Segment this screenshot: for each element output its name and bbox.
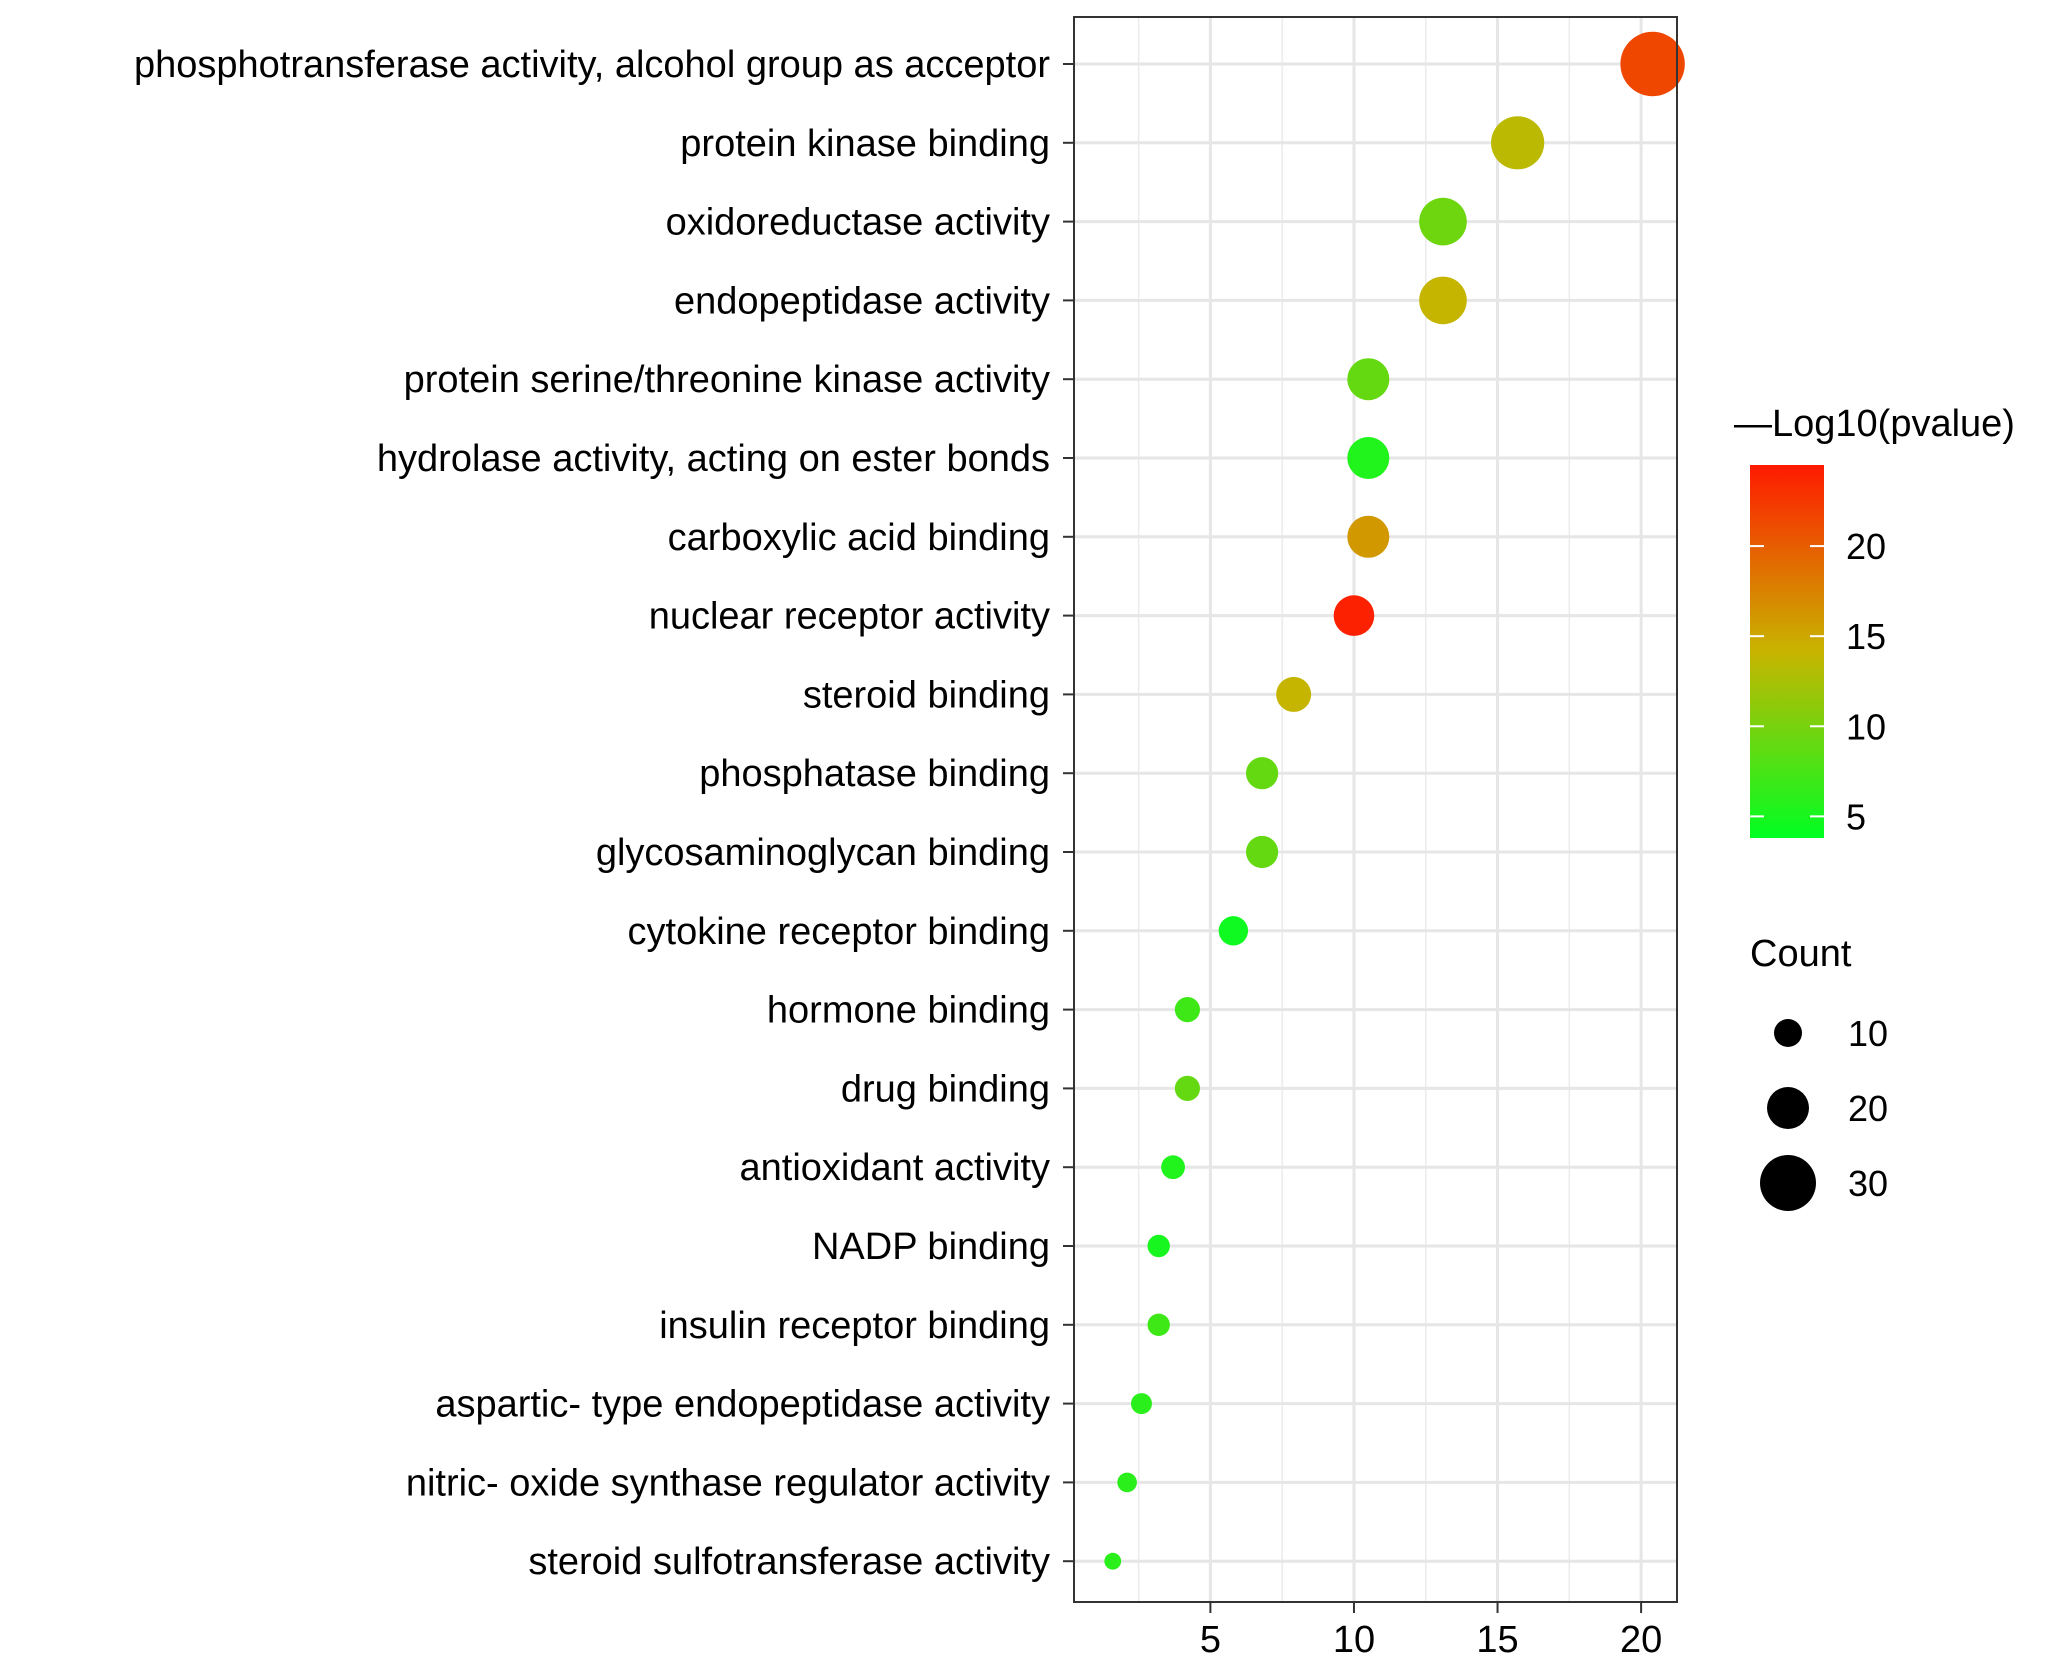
plot-panel-border (1073, 16, 1678, 1603)
color-legend-title: —Log10(pvalue) (1734, 403, 2015, 445)
data-point (1333, 595, 1375, 636)
y-tick-label: nitric- oxide synthase regulator activit… (406, 1462, 1050, 1504)
size-legend-dot (1767, 1087, 1809, 1129)
x-axis: 5 10 15 20 (1200, 1602, 1662, 1661)
y-tick-label: protein serine/threonine kinase activity (404, 359, 1050, 401)
plot-background (1074, 17, 1677, 1602)
data-point (1347, 437, 1390, 479)
y-tick-label: protein kinase binding (680, 123, 1050, 165)
y-tick-label: phosphatase binding (699, 753, 1050, 795)
size-legend-label: 10 (1848, 1013, 1888, 1054)
data-point (1620, 31, 1685, 97)
colorbar-tick-label: 5 (1846, 796, 1866, 837)
data-point (1347, 358, 1390, 401)
y-tick-label: hormone binding (767, 990, 1050, 1032)
y-tick-label: NADP binding (812, 1226, 1050, 1268)
data-point (1174, 997, 1201, 1023)
size-legend-dot (1774, 1019, 1802, 1047)
size-legend-label: 30 (1848, 1163, 1888, 1204)
y-tick-label: hydrolase activity, acting on ester bond… (377, 438, 1050, 480)
size-legend-title: Count (1750, 933, 1852, 975)
size-legend: Count 10 20 30 (1750, 933, 1888, 1211)
y-tick-label: drug binding (841, 1068, 1050, 1110)
data-point (1104, 1552, 1122, 1570)
data-points (1104, 31, 1685, 1570)
y-tick-label: steroid sulfotransferase activity (528, 1541, 1050, 1583)
data-point (1276, 676, 1312, 712)
data-point (1245, 835, 1279, 869)
y-tick-label: phosphotransferase activity, alcohol gro… (134, 44, 1050, 86)
data-point (1245, 757, 1279, 790)
y-tick-label: cytokine receptor binding (628, 911, 1050, 953)
data-point (1147, 1234, 1170, 1258)
y-tick-label: insulin receptor binding (659, 1305, 1050, 1347)
color-legend: —Log10(pvalue) 5 10 15 20 (1734, 403, 2015, 838)
colorbar-tick-label: 15 (1846, 616, 1886, 657)
x-tick-label: 10 (1333, 1619, 1375, 1661)
data-point (1161, 1155, 1185, 1180)
y-tick-label: nuclear receptor activity (649, 596, 1050, 638)
data-point (1174, 1075, 1201, 1101)
y-axis: phosphotransferase activity, alcohol gro… (134, 44, 1074, 1583)
size-legend-label: 20 (1848, 1088, 1888, 1129)
data-point (1117, 1472, 1137, 1493)
data-point (1130, 1393, 1152, 1415)
y-tick-label: glycosaminoglycan binding (596, 832, 1050, 874)
x-tick-label: 20 (1620, 1619, 1662, 1661)
colorbar-tick-label: 10 (1846, 706, 1886, 747)
y-tick-label: endopeptidase activity (674, 280, 1050, 322)
x-tick-label: 5 (1200, 1619, 1221, 1661)
data-point (1419, 276, 1467, 325)
data-point (1491, 116, 1545, 170)
colorbar (1750, 465, 1824, 838)
size-legend-dot (1760, 1155, 1816, 1211)
colorbar-tick-label: 20 (1846, 526, 1886, 567)
data-point (1218, 916, 1249, 946)
data-point (1419, 197, 1467, 246)
x-tick-label: 15 (1476, 1619, 1518, 1661)
data-point (1347, 515, 1390, 558)
y-tick-label: aspartic- type endopeptidase activity (435, 1384, 1050, 1426)
y-tick-label: oxidoreductase activity (666, 202, 1050, 244)
y-tick-label: antioxidant activity (740, 1147, 1051, 1189)
data-point (1147, 1313, 1170, 1337)
y-tick-label: steroid binding (803, 674, 1050, 716)
y-tick-label: carboxylic acid binding (668, 517, 1050, 559)
